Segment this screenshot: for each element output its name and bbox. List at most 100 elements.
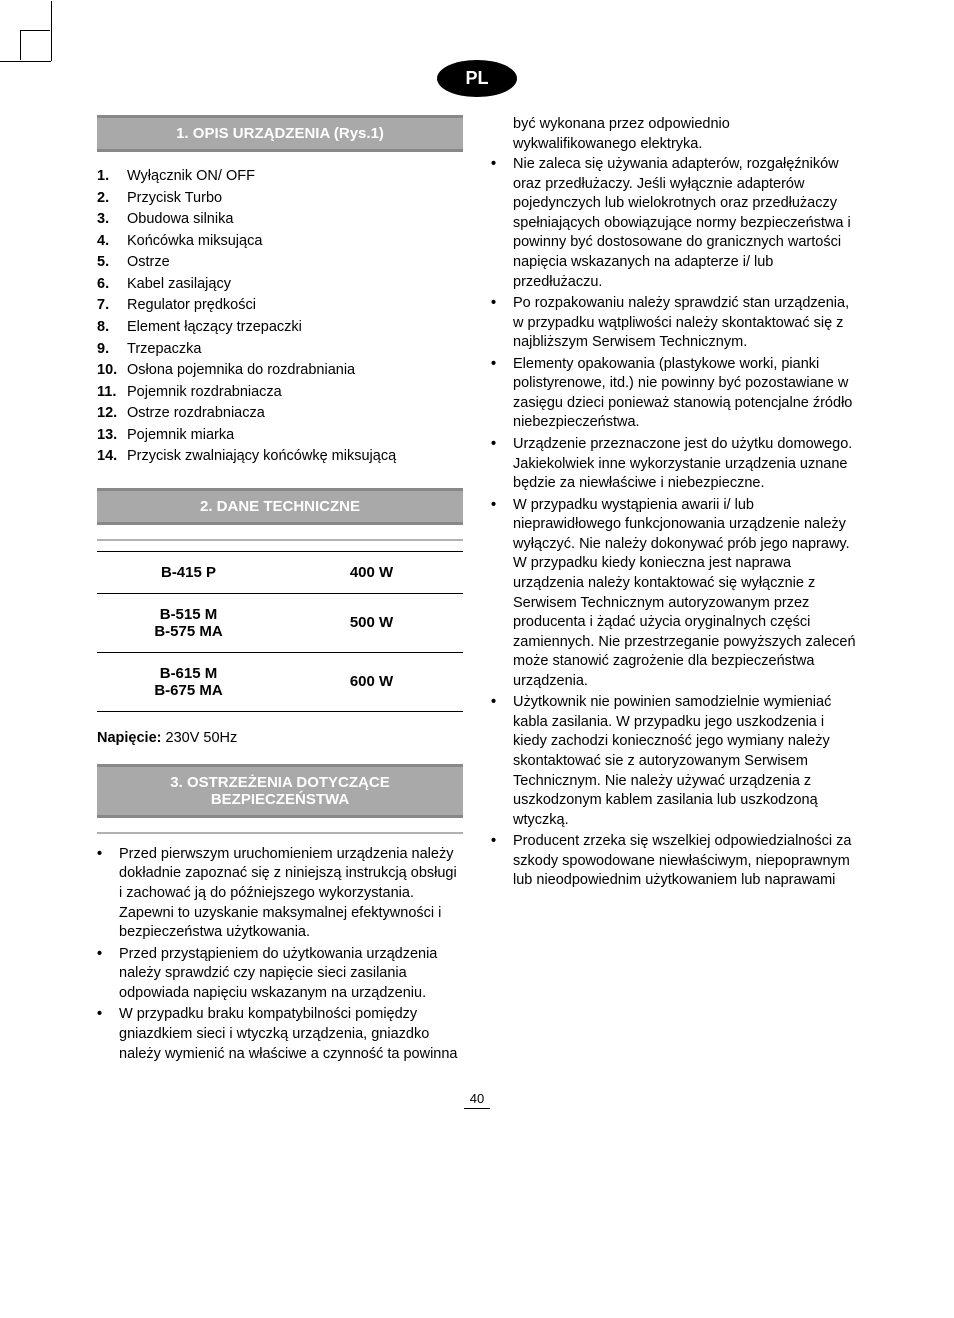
item-text: Kabel zasilający bbox=[127, 275, 231, 295]
safety-bullets-left: •Przed pierwszym uruchomieniem urządzeni… bbox=[97, 844, 463, 1065]
bullet-item: •W przypadku wystąpienia awarii i/ lub n… bbox=[491, 495, 857, 693]
bullet-item: •Przed przystąpieniem do użytkowania urz… bbox=[97, 944, 463, 1005]
bullet-text: Użytkownik nie powinien samodzielnie wym… bbox=[513, 693, 857, 830]
parts-list-item: 6. Kabel zasilający bbox=[97, 274, 463, 296]
bullet-text: W przypadku braku kompatybilności pomięd… bbox=[119, 1005, 463, 1064]
item-number: 7. bbox=[97, 296, 119, 316]
bullet-marker: • bbox=[491, 355, 503, 433]
parts-list-item: 1. Wyłącznik ON/ OFF bbox=[97, 166, 463, 188]
bullet-text: Po rozpakowaniu należy sprawdzić stan ur… bbox=[513, 294, 857, 353]
divider bbox=[97, 832, 463, 834]
model-cell: B-515 MB-575 MA bbox=[97, 593, 280, 652]
bullet-marker: • bbox=[491, 435, 503, 494]
parts-list-item: 11. Pojemnik rozdrabniacza bbox=[97, 382, 463, 404]
table-row: B-615 MB-675 MA600 W bbox=[97, 652, 463, 711]
page-content: PL 1. OPIS URZĄDZENIA (Rys.1) 1. Wyłączni… bbox=[97, 60, 857, 1106]
item-number: 2. bbox=[97, 189, 119, 209]
crop-mark-top-left bbox=[20, 30, 50, 60]
item-text: Przycisk Turbo bbox=[127, 189, 222, 209]
bullet-text: W przypadku wystąpienia awarii i/ lub ni… bbox=[513, 496, 857, 692]
bullet-marker: • bbox=[491, 832, 503, 891]
item-text: Ostrze rozdrabniacza bbox=[127, 404, 265, 424]
safety-bullets-right: •Nie zaleca się używania adapterów, rozg… bbox=[491, 154, 857, 892]
parts-list-item: 10. Osłona pojemnika do rozdrabniania bbox=[97, 360, 463, 382]
bullet-marker: • bbox=[491, 496, 503, 692]
bullet-marker: • bbox=[491, 693, 503, 830]
parts-list: 1. Wyłącznik ON/ OFF 2. Przycisk Turbo 3. Obu… bbox=[97, 166, 463, 468]
bullet-marker: • bbox=[97, 845, 109, 943]
parts-list-item: 14. Przycisk zwalniający końcówkę miksują… bbox=[97, 446, 463, 468]
item-number: 9. bbox=[97, 340, 119, 360]
bullet-text: Urządzenie przeznaczone jest do użytku d… bbox=[513, 435, 857, 494]
bullet-item: •Producent zrzeka się wszelkiej odpowied… bbox=[491, 831, 857, 892]
model-cell: B-415 P bbox=[97, 551, 280, 593]
table-row: B-515 MB-575 MA500 W bbox=[97, 593, 463, 652]
item-number: 5. bbox=[97, 253, 119, 273]
parts-list-item: 8. Element łączący trzepaczki bbox=[97, 317, 463, 339]
bullet-marker: • bbox=[97, 945, 109, 1004]
section-1-header: 1. OPIS URZĄDZENIA (Rys.1) bbox=[97, 115, 463, 152]
item-number: 11. bbox=[97, 383, 119, 403]
language-badge-wrap: PL bbox=[97, 60, 857, 97]
item-number: 8. bbox=[97, 318, 119, 338]
page-number: 40 bbox=[97, 1091, 857, 1106]
table-row: B-415 P400 W bbox=[97, 551, 463, 593]
item-text: Przycisk zwalniający końcówkę miksującą bbox=[127, 447, 396, 467]
item-number: 10. bbox=[97, 361, 119, 381]
bullet-item: •Użytkownik nie powinien samodzielnie wy… bbox=[491, 692, 857, 831]
power-cell: 600 W bbox=[280, 652, 463, 711]
two-column-layout: 1. OPIS URZĄDZENIA (Rys.1) 1. Wyłącznik O… bbox=[97, 115, 857, 1065]
bullet-text: Producent zrzeka się wszelkiej odpowiedz… bbox=[513, 832, 857, 891]
bullet-text: Nie zaleca się używania adapterów, rozga… bbox=[513, 155, 857, 292]
item-text: Obudowa silnika bbox=[127, 210, 233, 230]
bullet-item: •Urządzenie przeznaczone jest do użytku … bbox=[491, 434, 857, 495]
bullet-item: •Elementy opakowania (plastykowe worki, … bbox=[491, 354, 857, 434]
parts-list-item: 3. Obudowa silnika bbox=[97, 209, 463, 231]
divider bbox=[97, 539, 463, 541]
item-text: Końcówka miksująca bbox=[127, 232, 262, 252]
section-2-header: 2. DANE TECHNICZNE bbox=[97, 488, 463, 525]
item-text: Osłona pojemnika do rozdrabniania bbox=[127, 361, 355, 381]
model-cell: B-615 MB-675 MA bbox=[97, 652, 280, 711]
bullet-text: Przed pierwszym uruchomieniem urządzenia… bbox=[119, 845, 463, 943]
item-text: Pojemnik miarka bbox=[127, 426, 234, 446]
item-text: Regulator prędkości bbox=[127, 296, 256, 316]
language-badge: PL bbox=[437, 60, 516, 97]
parts-list-item: 12. Ostrze rozdrabniacza bbox=[97, 403, 463, 425]
item-number: 3. bbox=[97, 210, 119, 230]
item-number: 12. bbox=[97, 404, 119, 424]
continuation-text: być wykonana przez odpowiednio wykwalifi… bbox=[491, 115, 857, 154]
bullet-item: •W przypadku braku kompatybilności pomię… bbox=[97, 1004, 463, 1065]
bullet-text: Przed przystąpieniem do użytkowania urzą… bbox=[119, 945, 463, 1004]
bullet-marker: • bbox=[97, 1005, 109, 1064]
power-cell: 400 W bbox=[280, 551, 463, 593]
parts-list-item: 13. Pojemnik miarka bbox=[97, 425, 463, 447]
item-text: Ostrze bbox=[127, 253, 170, 273]
voltage-value: 230V 50Hz bbox=[166, 730, 238, 746]
left-column: 1. OPIS URZĄDZENIA (Rys.1) 1. Wyłącznik O… bbox=[97, 115, 463, 1065]
spec-table: B-415 P400 WB-515 MB-575 MA500 WB-615 MB… bbox=[97, 551, 463, 712]
power-cell: 500 W bbox=[280, 593, 463, 652]
item-text: Pojemnik rozdrabniacza bbox=[127, 383, 282, 403]
right-column: być wykonana przez odpowiednio wykwalifi… bbox=[491, 115, 857, 1065]
bullet-item: •Nie zaleca się używania adapterów, rozg… bbox=[491, 154, 857, 293]
bullet-marker: • bbox=[491, 294, 503, 353]
item-number: 14. bbox=[97, 447, 119, 467]
parts-list-item: 9.Trzepaczka bbox=[97, 339, 463, 361]
item-text: Wyłącznik ON/ OFF bbox=[127, 167, 255, 187]
parts-list-item: 2. Przycisk Turbo bbox=[97, 188, 463, 210]
item-text: Element łączący trzepaczki bbox=[127, 318, 302, 338]
item-number: 6. bbox=[97, 275, 119, 295]
bullet-marker: • bbox=[491, 155, 503, 292]
parts-list-item: 4.Końcówka miksująca bbox=[97, 231, 463, 253]
bullet-item: •Po rozpakowaniu należy sprawdzić stan u… bbox=[491, 293, 857, 354]
item-number: 13. bbox=[97, 426, 119, 446]
bullet-text: Elementy opakowania (plastykowe worki, p… bbox=[513, 355, 857, 433]
parts-list-item: 7. Regulator prędkości bbox=[97, 295, 463, 317]
item-number: 1. bbox=[97, 167, 119, 187]
voltage-line: Napięcie: 230V 50Hz bbox=[97, 730, 463, 746]
parts-list-item: 5. Ostrze bbox=[97, 252, 463, 274]
section-3-header: 3. OSTRZEŻENIA DOTYCZĄCE BEZPIECZEŃSTWA bbox=[97, 764, 463, 818]
voltage-label: Napięcie: bbox=[97, 730, 161, 746]
bullet-item: •Przed pierwszym uruchomieniem urządzeni… bbox=[97, 844, 463, 944]
